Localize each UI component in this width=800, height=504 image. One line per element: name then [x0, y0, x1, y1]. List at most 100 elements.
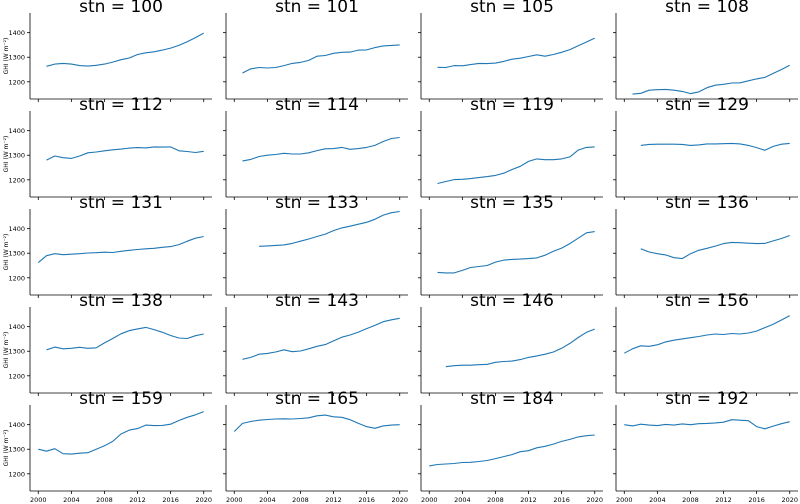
subplot: stn = 108 — [613, 0, 798, 102]
x-tick-label: 2016 — [553, 496, 570, 504]
series-line — [46, 326, 204, 351]
series-line — [437, 37, 595, 69]
subplot-title: stn = 135 — [470, 193, 554, 213]
subplot-title: stn = 100 — [79, 0, 163, 17]
subplot: stn = 135 — [418, 193, 603, 298]
subplot: stn = 119 — [418, 95, 603, 200]
subplot: stn = 101 — [223, 0, 408, 102]
subplot: 200020042008201220162020YEARstn = 192 — [613, 389, 798, 504]
x-tick-label: 2004 — [259, 496, 276, 504]
series-line — [242, 44, 400, 74]
subplot-title: stn = 159 — [79, 389, 163, 409]
x-tick-label: 2000 — [616, 496, 633, 504]
y-axis-label: GHI (W m⁻²) — [3, 234, 10, 271]
series-line — [640, 142, 790, 151]
subplot-title: stn = 156 — [665, 291, 749, 311]
subplot: stn = 133 — [223, 193, 408, 298]
subplot-title: stn = 105 — [470, 0, 554, 17]
y-tick-label: 1400 — [8, 421, 25, 429]
x-tick-label: 2008 — [682, 496, 699, 504]
y-tick-label: 1200 — [8, 372, 25, 380]
x-tick-label: 2000 — [30, 496, 47, 504]
x-tick-label: 2000 — [421, 496, 438, 504]
subplot-title: stn = 136 — [665, 193, 749, 213]
series-line — [624, 419, 790, 430]
y-tick-label: 1400 — [8, 127, 25, 135]
subplot-title: stn = 129 — [665, 95, 749, 115]
y-tick-label: 1400 — [8, 323, 25, 331]
y-tick-label: 1400 — [8, 29, 25, 37]
series-line — [38, 411, 204, 455]
series-line — [259, 210, 400, 247]
series-line — [46, 32, 204, 67]
subplot: stn = 136 — [613, 193, 798, 298]
subplot-title: stn = 108 — [665, 0, 749, 17]
series-line — [632, 64, 790, 95]
series-line — [624, 315, 790, 354]
series-line — [46, 146, 204, 161]
y-tick-label: 1300 — [8, 152, 25, 160]
x-tick-label: 2016 — [358, 496, 375, 504]
y-tick-label: 1200 — [8, 470, 25, 478]
subplot: stn = 143 — [223, 291, 408, 396]
x-tick-label: 2012 — [129, 496, 146, 504]
series-line — [242, 136, 400, 162]
series-line — [445, 328, 595, 368]
subplot: stn = 105 — [418, 0, 603, 102]
subplot: stn = 129 — [613, 95, 798, 200]
y-tick-label: 1300 — [8, 446, 25, 454]
x-tick-label: 2020 — [391, 496, 408, 504]
subplot-title: stn = 143 — [275, 291, 359, 311]
subplot-title: stn = 146 — [470, 291, 554, 311]
y-axis-label: GHI (W m⁻²) — [3, 430, 10, 467]
subplot-title: stn = 112 — [79, 95, 163, 115]
subplot-title: stn = 119 — [470, 95, 554, 115]
x-tick-label: 2008 — [292, 496, 309, 504]
subplot: 200020042008201220162020YEARstn = 184 — [418, 389, 603, 504]
x-tick-label: 2004 — [63, 496, 80, 504]
series-line — [233, 414, 400, 432]
subplot-title: stn = 114 — [275, 95, 359, 115]
series-line — [242, 317, 400, 360]
x-tick-label: 2008 — [96, 496, 113, 504]
x-tick-label: 2016 — [748, 496, 765, 504]
x-tick-label: 2000 — [226, 496, 243, 504]
subplot: stn = 146 — [418, 291, 603, 396]
y-axis-label: GHI (W m⁻²) — [3, 332, 10, 369]
x-tick-label: 2012 — [520, 496, 537, 504]
subplot-title: stn = 138 — [79, 291, 163, 311]
x-tick-label: 2016 — [162, 496, 179, 504]
series-line — [429, 434, 595, 467]
subplot-title: stn = 184 — [470, 389, 554, 409]
y-tick-label: 1300 — [8, 348, 25, 356]
subplot-title: stn = 165 — [275, 389, 359, 409]
y-tick-label: 1200 — [8, 274, 25, 282]
x-tick-label: 2004 — [454, 496, 471, 504]
x-tick-label: 2012 — [715, 496, 732, 504]
x-tick-label: 2020 — [586, 496, 603, 504]
y-axis-label: GHI (W m⁻²) — [3, 136, 10, 173]
subplot: stn = 114 — [223, 95, 408, 200]
subplot: 200020042008201220162020YEARstn = 165 — [223, 389, 408, 504]
series-line — [37, 235, 204, 264]
x-tick-label: 2020 — [781, 496, 798, 504]
y-axis-label: GHI (W m⁻²) — [3, 38, 10, 75]
x-tick-label: 2008 — [487, 496, 504, 504]
series-line — [640, 234, 790, 260]
series-line — [437, 146, 595, 185]
series-line — [437, 231, 595, 274]
x-tick-label: 2012 — [325, 496, 342, 504]
x-tick-label: 2004 — [649, 496, 666, 504]
y-tick-label: 1300 — [8, 54, 25, 62]
x-tick-label: 2020 — [195, 496, 212, 504]
subplot: stn = 156 — [613, 291, 798, 396]
subplot-title: stn = 133 — [275, 193, 359, 213]
y-tick-label: 1200 — [8, 176, 25, 184]
y-tick-label: 1300 — [8, 250, 25, 258]
